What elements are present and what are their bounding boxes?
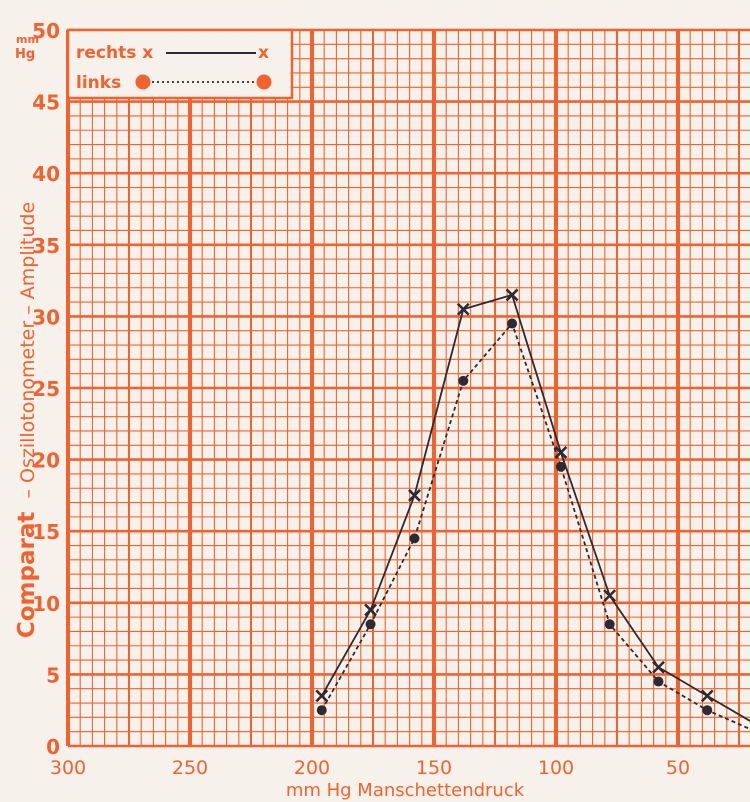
y-tick-label: 30 (32, 305, 60, 329)
x-marker-stroke (652, 660, 665, 674)
x-tick-label: 100 (538, 757, 574, 779)
y-axis-title-rest: – Oszillotonometer – Amplitude (17, 202, 39, 499)
y-tick-label: 50 (32, 19, 60, 43)
x-marker-stroke (505, 288, 519, 302)
x-marker-stroke (554, 446, 568, 459)
x-marker-stroke (364, 603, 377, 617)
y-axis-title-brand: Comparat (14, 512, 40, 639)
point-links (409, 533, 420, 544)
x-marker-stroke (700, 689, 714, 703)
series-line-links (320, 321, 750, 730)
legend-links-label: links (76, 73, 121, 93)
series-line-rechts (320, 293, 750, 722)
point-links (653, 676, 664, 687)
point-rechts (652, 660, 665, 674)
legend-box (66, 28, 294, 100)
y-unit: mm Hg (15, 33, 39, 62)
point-rechts (408, 488, 421, 502)
x-tick-label: 250 (172, 757, 208, 779)
point-rechts (700, 689, 714, 703)
point-links (507, 318, 518, 329)
x-tick-label: 200 (294, 757, 330, 779)
y-tick-label: 35 (32, 234, 60, 258)
point-rechts (505, 288, 519, 302)
x-marker-stroke (408, 488, 421, 502)
point-rechts (315, 689, 329, 703)
x-marker-stroke (456, 302, 470, 316)
y-tick-label: 25 (32, 377, 60, 401)
legend: rechts x x links (66, 28, 294, 100)
y-tick-label: 45 (32, 91, 60, 115)
point-rechts (456, 302, 470, 316)
x-tick-label: 150 (416, 757, 452, 779)
y-axis-title: Comparat – Oszillotonometer – Amplitude (14, 202, 40, 638)
axes: 05101520253035404550300250200150100500 (32, 19, 690, 779)
y-unit-hg: Hg (15, 47, 35, 62)
point-links (555, 461, 566, 472)
x-marker-stroke (603, 589, 617, 603)
point-links (604, 619, 615, 630)
point-links (702, 705, 713, 716)
y-tick-label: 40 (32, 162, 60, 186)
x-tick-label: 300 (50, 757, 86, 779)
point-rechts (603, 589, 617, 603)
y-tick-label: 0 (46, 735, 60, 759)
x-tick-label: 50 (666, 757, 690, 779)
legend-rechts-label: rechts x (76, 43, 153, 63)
y-tick-label: 20 (32, 449, 60, 473)
legend-links-end-dot (256, 74, 272, 90)
y-tick-label: 5 (46, 663, 60, 687)
series (315, 288, 750, 730)
x-marker-stroke (315, 689, 329, 703)
legend-rechts-end: x (258, 43, 269, 63)
point-rechts (554, 446, 568, 459)
y-tick-label: 15 (32, 520, 60, 544)
point-links (365, 619, 376, 630)
point-rechts (364, 603, 377, 617)
y-tick-label: 10 (32, 592, 60, 616)
legend-links-start-dot (135, 74, 151, 90)
point-links (316, 705, 327, 716)
y-unit-mm: mm (16, 33, 39, 46)
point-links (458, 375, 469, 386)
x-axis-title: mm Hg Manschettendruck (286, 780, 525, 801)
